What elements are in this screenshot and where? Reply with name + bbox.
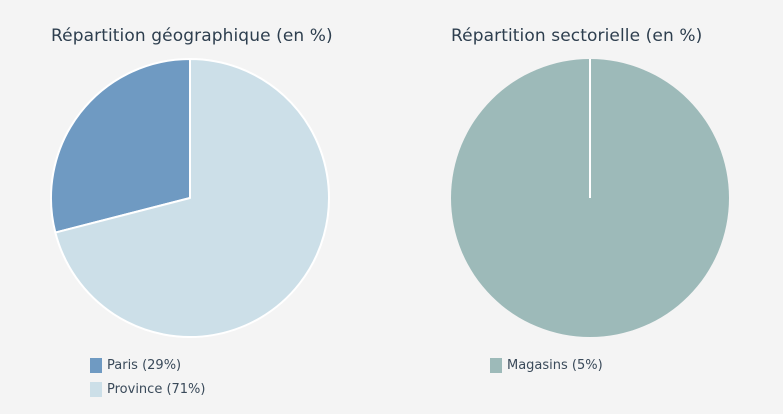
geographic-chart-panel: Répartition géographique (en %) Paris (2… [0, 0, 391, 414]
chart-legend: Paris (29%) Province (71%) [90, 357, 205, 405]
legend-label: Province (71%) [107, 381, 206, 397]
legend-swatch [90, 381, 102, 397]
legend-swatch [90, 357, 102, 373]
legend-item-province: Province (71%) [90, 381, 205, 397]
legend-item-magasins: Magasins (5%) [490, 357, 603, 373]
legend-label: Paris (29%) [107, 357, 182, 373]
chart-title: Répartition géographique (en %) [51, 26, 333, 46]
legend-item-paris: Paris (29%) [90, 357, 205, 373]
pie-slice-paris [50, 58, 191, 234]
sector-chart-panel: Répartition sectorielle (en %) Magasins … [392, 0, 783, 414]
chart-legend: Magasins (5%) [490, 357, 603, 381]
legend-label: Magasins (5%) [507, 357, 603, 373]
pie-chart [451, 59, 729, 337]
legend-swatch [490, 357, 502, 373]
chart-title: Répartition sectorielle (en %) [451, 26, 703, 46]
pie-slice-province [54, 58, 330, 338]
pie-chart [50, 58, 330, 338]
